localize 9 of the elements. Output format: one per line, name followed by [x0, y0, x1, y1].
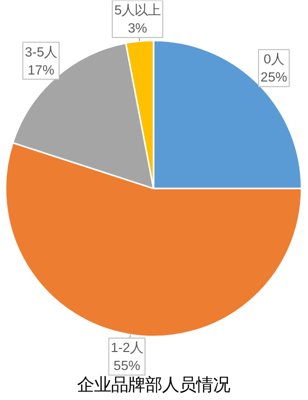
slice-label: 5人以上	[114, 2, 161, 18]
data-label: 55%	[114, 358, 140, 374]
text: 企业品牌部人员情况	[77, 375, 230, 396]
slice-label: 3-5人	[24, 44, 58, 60]
data-label: 3%	[128, 20, 148, 36]
data-label: 25%	[260, 70, 288, 85]
data-label: 17%	[28, 62, 54, 78]
slice-label: 1-2人	[110, 340, 144, 356]
slice-label: 0人	[264, 52, 284, 67]
